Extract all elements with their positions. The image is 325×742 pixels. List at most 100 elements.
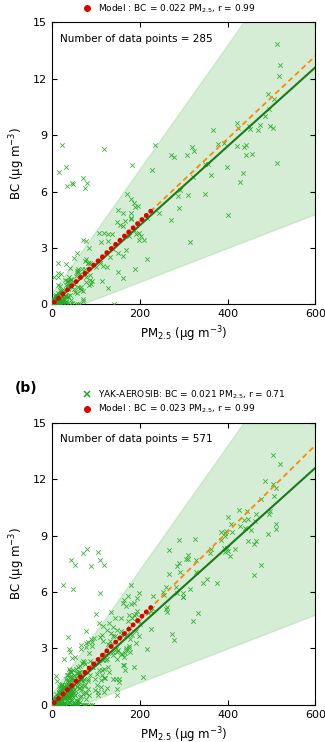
- Point: [149, 605, 154, 617]
- Point: [139, 230, 144, 242]
- Point: [117, 234, 123, 246]
- Point: [84, 688, 89, 700]
- Point: [57, 166, 62, 178]
- Point: [72, 669, 77, 681]
- Point: [59, 699, 64, 711]
- Point: [72, 675, 77, 687]
- Point: [122, 230, 127, 242]
- Point: [51, 699, 56, 711]
- Point: [51, 298, 56, 310]
- Point: [58, 692, 63, 704]
- Point: [70, 676, 75, 688]
- X-axis label: PM$_{2.5}$ (μg m$^{-3}$): PM$_{2.5}$ (μg m$^{-3}$): [140, 726, 227, 742]
- Point: [63, 673, 69, 685]
- Point: [65, 669, 70, 680]
- Point: [69, 670, 74, 682]
- Point: [58, 699, 63, 711]
- Text: Number of data points = 571: Number of data points = 571: [60, 434, 213, 444]
- Point: [66, 696, 71, 708]
- Point: [60, 689, 65, 700]
- Point: [58, 687, 63, 699]
- Point: [270, 449, 276, 461]
- Point: [54, 693, 59, 705]
- Point: [75, 680, 80, 692]
- Point: [51, 296, 57, 308]
- Point: [91, 658, 96, 670]
- Point: [90, 637, 95, 649]
- Point: [105, 638, 110, 650]
- Point: [53, 295, 58, 307]
- Point: [68, 280, 73, 292]
- Point: [194, 554, 199, 566]
- Point: [50, 699, 55, 711]
- Point: [49, 699, 55, 711]
- Point: [53, 696, 58, 708]
- Point: [53, 298, 58, 310]
- Point: [63, 688, 69, 700]
- Point: [50, 298, 55, 310]
- Point: [79, 680, 84, 692]
- Point: [72, 699, 78, 711]
- Point: [53, 297, 58, 309]
- Point: [78, 674, 83, 686]
- Point: [50, 298, 55, 310]
- Point: [128, 579, 134, 591]
- Point: [62, 689, 67, 700]
- Point: [148, 623, 153, 635]
- Point: [59, 295, 65, 306]
- Point: [69, 688, 74, 700]
- Point: [55, 692, 60, 704]
- Point: [49, 699, 55, 711]
- Y-axis label: BC (μg m$^{-3}$): BC (μg m$^{-3}$): [8, 528, 27, 600]
- Point: [52, 697, 57, 709]
- Point: [62, 680, 67, 692]
- Point: [92, 684, 98, 696]
- Point: [94, 669, 99, 680]
- Point: [66, 282, 71, 294]
- Point: [86, 279, 92, 291]
- Point: [54, 292, 59, 304]
- Point: [95, 680, 100, 692]
- Point: [62, 686, 68, 698]
- Point: [70, 680, 75, 692]
- Point: [141, 234, 147, 246]
- Point: [56, 696, 61, 708]
- Point: [53, 696, 58, 708]
- Point: [50, 699, 55, 711]
- Point: [96, 689, 101, 701]
- Point: [50, 298, 55, 310]
- Point: [96, 657, 101, 669]
- Point: [56, 279, 61, 291]
- Point: [64, 691, 69, 703]
- Point: [62, 687, 68, 699]
- Point: [57, 297, 62, 309]
- Point: [50, 298, 56, 309]
- Point: [52, 696, 58, 708]
- Point: [132, 202, 137, 214]
- Point: [85, 257, 91, 269]
- Point: [98, 236, 103, 248]
- Point: [52, 298, 57, 310]
- Point: [58, 697, 63, 709]
- Point: [120, 207, 125, 219]
- Point: [51, 697, 57, 709]
- Point: [54, 294, 59, 306]
- Point: [73, 559, 78, 571]
- Point: [126, 609, 131, 621]
- Point: [64, 295, 69, 307]
- Point: [87, 257, 92, 269]
- Point: [124, 244, 129, 256]
- Point: [131, 222, 136, 234]
- Point: [78, 674, 83, 686]
- Point: [52, 697, 57, 709]
- Point: [68, 665, 73, 677]
- Point: [133, 637, 138, 649]
- Point: [58, 683, 63, 695]
- Point: [52, 694, 58, 706]
- Point: [96, 547, 101, 559]
- Point: [58, 289, 63, 301]
- Point: [73, 685, 78, 697]
- Point: [63, 290, 68, 302]
- Point: [51, 697, 56, 709]
- Point: [96, 255, 101, 267]
